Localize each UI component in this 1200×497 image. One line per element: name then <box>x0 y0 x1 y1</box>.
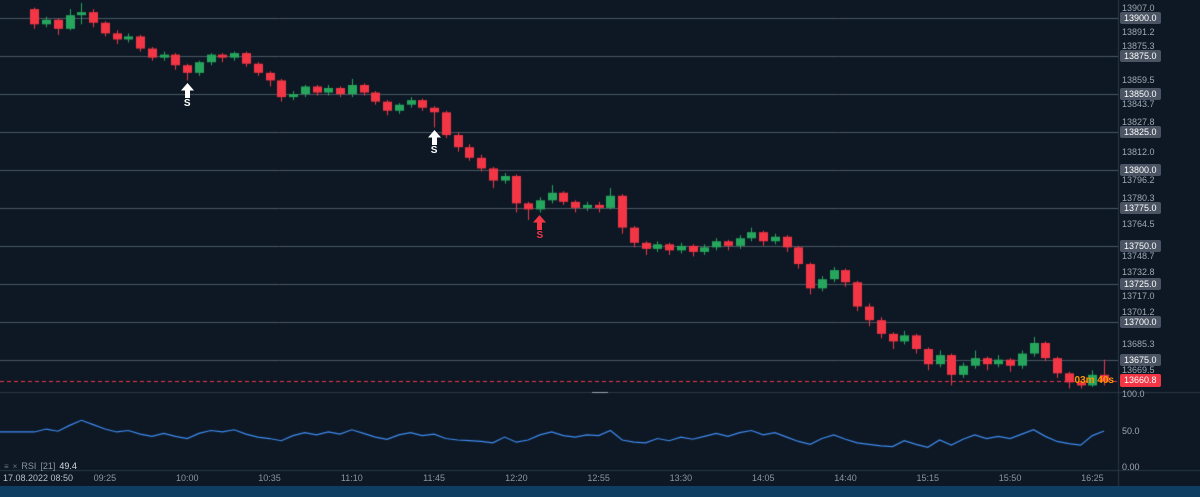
time-axis-label: 09:25 <box>93 473 117 483</box>
time-axis-label: 11:10 <box>340 473 363 483</box>
time-axis-label: 14:05 <box>751 473 775 483</box>
strike-price-label: 13700.0 <box>1120 315 1161 328</box>
strike-price-label: 13900.0 <box>1120 12 1161 25</box>
strike-price-label: 13850.0 <box>1120 88 1161 101</box>
price-axis-tick: 13827.8 <box>1122 117 1155 128</box>
strike-price-label: 13675.0 <box>1120 353 1161 366</box>
strike-price-label: 13750.0 <box>1120 239 1161 252</box>
rsi-name: RSI <box>21 461 37 471</box>
price-axis-tick: 13812.0 <box>1122 146 1155 157</box>
time-axis-label: 15:15 <box>916 473 940 483</box>
price-axis-tick: 13732.8 <box>1122 266 1155 277</box>
up-arrow-icon <box>427 130 441 146</box>
strike-price-label: 13800.0 <box>1120 163 1161 176</box>
price-axis-tick: 13859.5 <box>1122 74 1155 85</box>
price-axis-tick: 13685.3 <box>1122 339 1155 350</box>
price-axis-tick: 13669.5 <box>1122 364 1155 375</box>
rsi-axis-tick: 50.0 <box>1122 425 1140 436</box>
time-axis-label: 12:20 <box>505 473 528 483</box>
trade-signal-marker: S <box>427 130 441 157</box>
price-axis-tick: 13701.2 <box>1122 306 1155 317</box>
price-axis-tick: 13891.2 <box>1122 26 1155 37</box>
time-axis-label: 10:00 <box>175 473 199 483</box>
indicator-close-icon[interactable]: × <box>12 461 18 471</box>
bottom-bar <box>0 486 1200 497</box>
time-axis[interactable]: 17.08.2022 08:50 09:25 10:00 10:35 11:10 11:… <box>0 470 1200 486</box>
current-price-badge: 13660.8 <box>1120 374 1161 388</box>
trade-signal-marker: S <box>533 215 547 242</box>
time-axis-label: 16:25 <box>1081 473 1104 483</box>
first-bar-date-label: 17.08.2022 08:50 <box>3 473 74 483</box>
price-axis-tick: 13764.5 <box>1122 218 1155 229</box>
price-axis-tick: 13780.3 <box>1122 192 1155 203</box>
rsi-period: [21] <box>40 461 56 471</box>
price-axis-tick: 13748.7 <box>1122 250 1155 261</box>
price-axis-tick: 13875.3 <box>1122 41 1155 52</box>
price-axis-tick: 13717.0 <box>1122 290 1155 301</box>
rsi-axis-tick: 100.0 <box>1122 389 1145 399</box>
up-arrow-icon <box>180 83 194 99</box>
time-axis-label: 14:40 <box>834 473 857 483</box>
strike-price-label: 13825.0 <box>1120 126 1161 139</box>
signal-letter: S <box>183 98 191 110</box>
time-axis-label: 11:45 <box>423 473 445 483</box>
time-axis-label: 12:55 <box>587 473 610 483</box>
price-axis-tick: 13843.7 <box>1122 98 1155 109</box>
strike-price-label: 13875.0 <box>1120 50 1161 63</box>
price-axis-tick: 13907.0 <box>1122 2 1155 13</box>
signal-letter: S <box>430 145 438 157</box>
time-axis-label: 13:30 <box>669 473 693 483</box>
signal-letter: S <box>536 230 544 242</box>
rsi-legend: ≡ × RSI [21] 49.4 <box>4 461 77 471</box>
strike-price-label: 13725.0 <box>1120 277 1161 290</box>
time-axis-label: 15:50 <box>998 473 1022 483</box>
trade-signal-marker: S <box>180 83 194 110</box>
price-axis[interactable]: 13900.0 13875.0 13850.0 13825.0 13800.0 13775… <box>1118 0 1200 486</box>
rsi-value: 49.4 <box>59 461 77 471</box>
time-axis-label: 10:35 <box>258 473 281 483</box>
strike-price-label: 13775.0 <box>1120 201 1161 214</box>
up-arrow-icon <box>533 215 547 231</box>
rsi-axis-tick: 0.00 <box>1122 462 1140 472</box>
price-axis-tick: 13796.2 <box>1122 174 1155 185</box>
expiry-countdown: 03m 40s <box>1074 375 1114 387</box>
indicator-visibility-icon[interactable]: ≡ <box>4 461 9 471</box>
